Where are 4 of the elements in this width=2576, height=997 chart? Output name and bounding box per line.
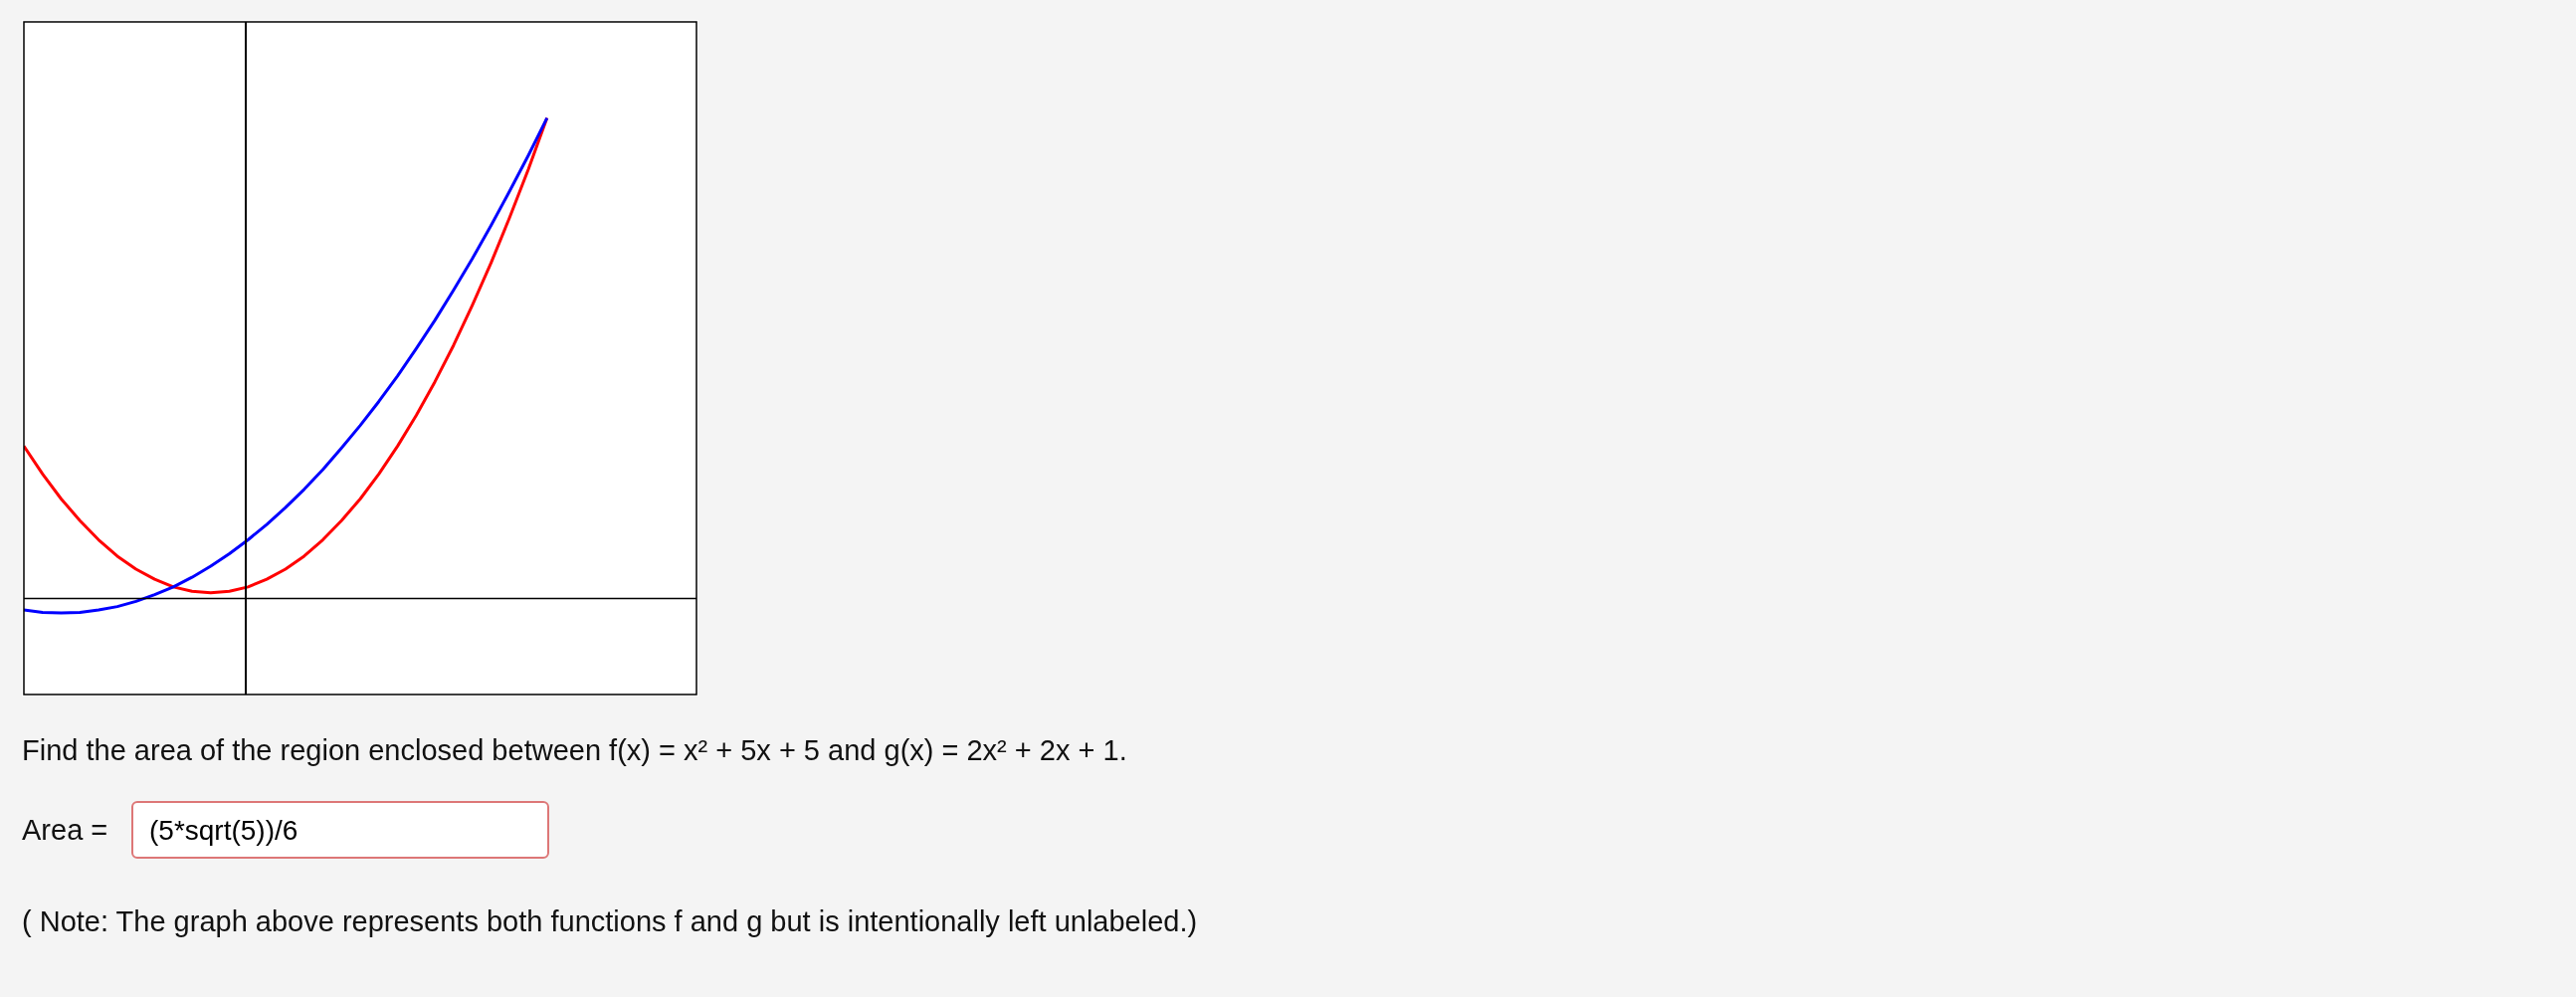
text: ( Note: The graph above represents both functions f and g but is intentionally left unlabeled.) (22, 905, 1198, 938)
text: Area = (22, 814, 108, 847)
answer-field: (5*sqrt(5))/6 (131, 801, 549, 859)
text: Find the area of the region enclosed between f(x) = x² + 5x + 5 and g(x) = 2x² + 2x + 1. (22, 734, 1127, 767)
